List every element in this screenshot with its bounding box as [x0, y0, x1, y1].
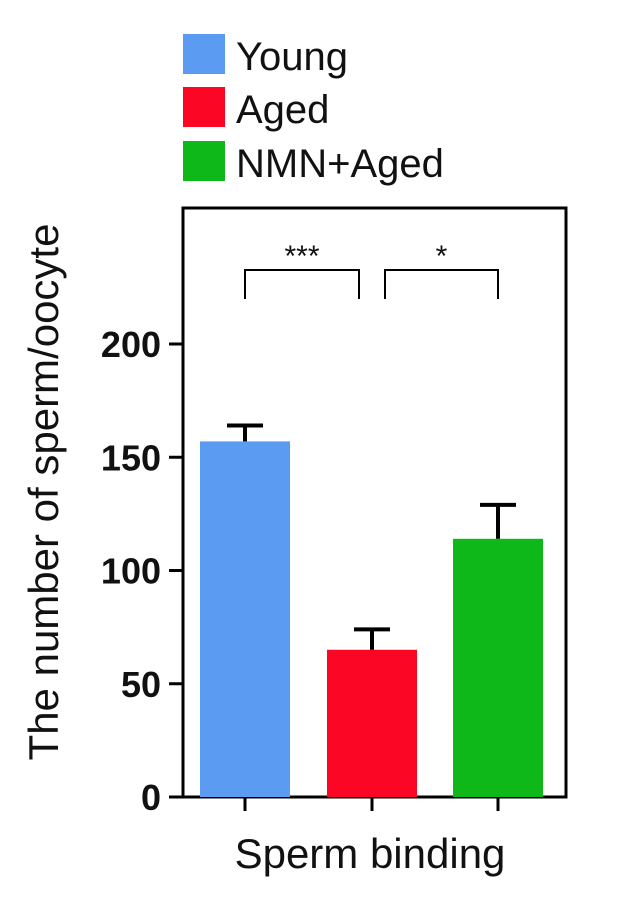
y-axis-title: The number of sperm/oocyte: [20, 224, 67, 761]
y-tick-label-50: 50: [121, 664, 161, 705]
legend-label-aged: Aged: [236, 88, 329, 132]
significance-bracket-0: [244, 269, 360, 299]
legend-label-nmn-aged: NMN+Aged: [236, 142, 444, 186]
y-axis: 0 50 100 150 200: [101, 324, 183, 818]
bar-nmn-aged: [453, 538, 543, 797]
bars-group: [200, 441, 543, 797]
x-axis-ticks: [243, 797, 500, 811]
error-bars-group: [227, 423, 516, 650]
legend-label-young: Young: [236, 35, 348, 79]
legend-swatch-young: [183, 34, 225, 74]
significance-group: *** *: [244, 240, 499, 299]
significance-bracket-1: [384, 269, 499, 299]
significance-label-0: ***: [284, 240, 319, 273]
significance-label-1: *: [436, 240, 448, 273]
legend: Young Aged NMN+Aged: [183, 34, 444, 186]
legend-swatch-aged: [183, 87, 225, 127]
x-axis-title: Sperm binding: [235, 830, 506, 877]
y-tick-label-100: 100: [101, 551, 161, 592]
y-tick-label-150: 150: [101, 437, 161, 478]
bar-young: [200, 441, 290, 797]
bar-aged: [327, 649, 417, 797]
y-tick-label-200: 200: [101, 324, 161, 365]
y-tick-label-0: 0: [141, 777, 161, 818]
legend-swatch-nmn-aged: [183, 141, 225, 181]
